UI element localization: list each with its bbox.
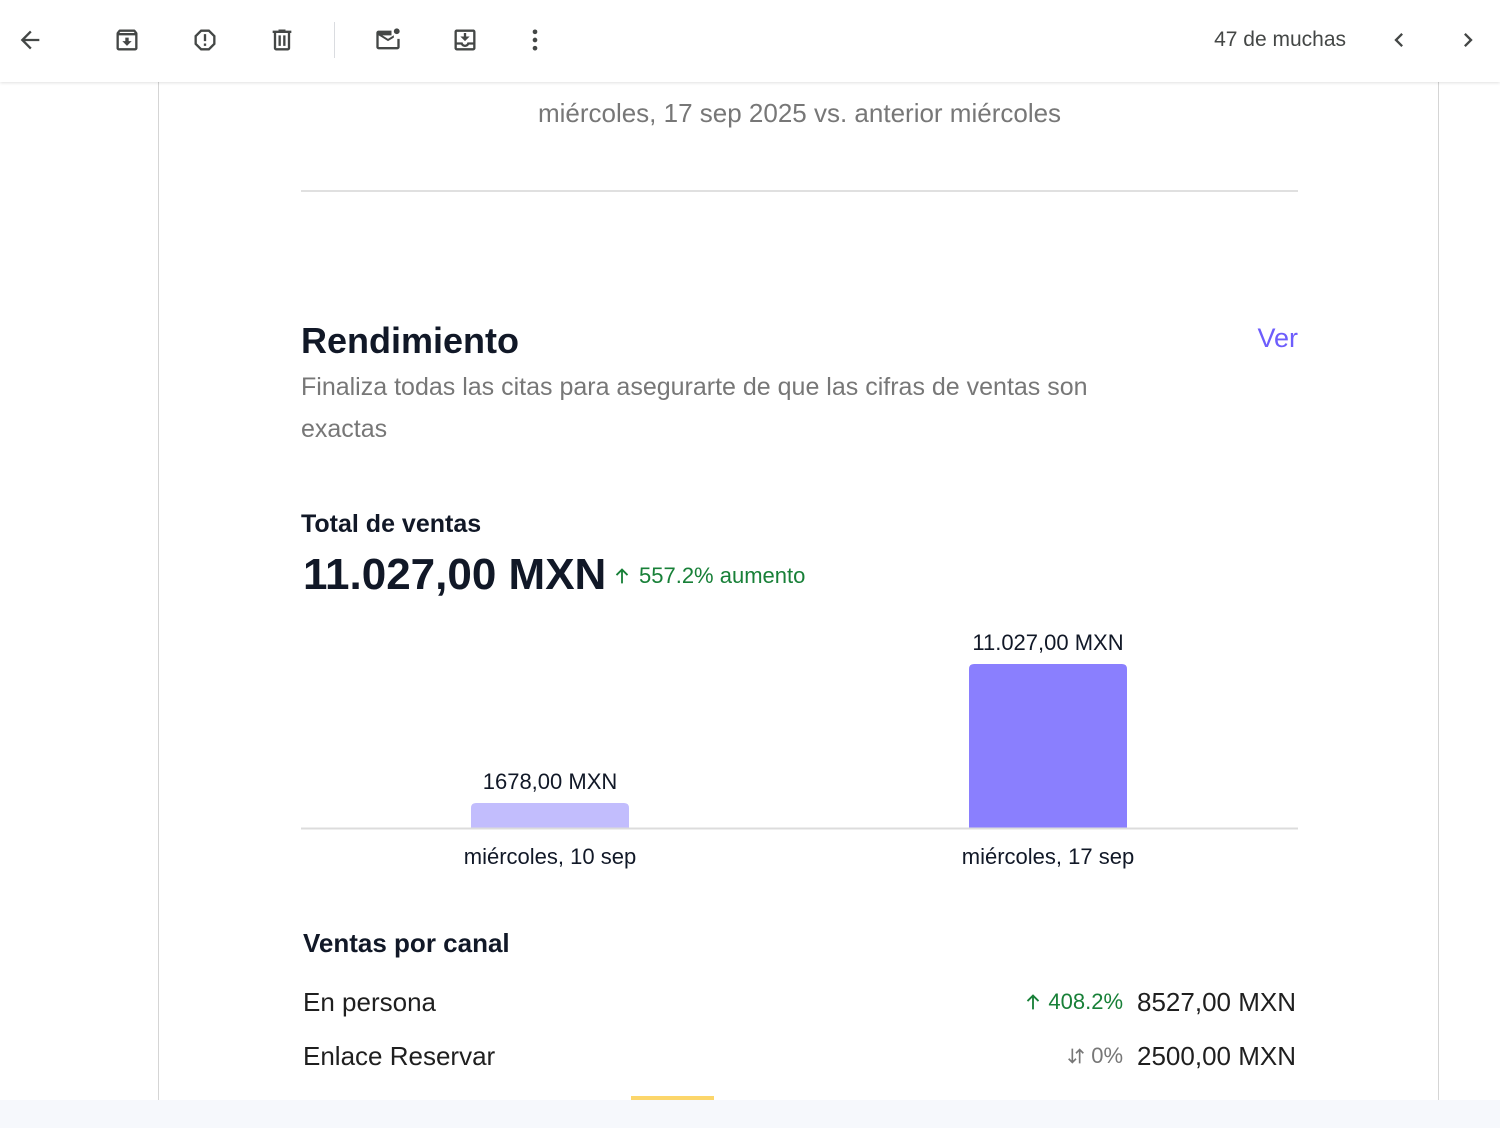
bar-data-label: 11.027,00 MXN: [972, 630, 1123, 655]
total-sales-label: Total de ventas: [301, 510, 482, 538]
bar-data-label: 1678,00 MXN: [483, 769, 618, 794]
report-spam-icon: [194, 29, 216, 51]
partial-color-bar: [631, 1096, 714, 1100]
total-sales-value: 11.027,00 MXN: [303, 550, 607, 599]
bottom-strip: [0, 1100, 1500, 1128]
email-body: miércoles, 17 sep 2025 vs. anterior miér…: [158, 82, 1439, 1100]
divider: [301, 190, 1298, 192]
performance-description: Finaliza todas las citas para asegurarte…: [301, 373, 1088, 443]
mark-unread-button[interactable]: [368, 20, 408, 60]
sales-bar-chart: 1678,00 MXN miércoles, 10 sep 11.027,00 MX…: [301, 612, 1298, 882]
chevron-left-icon: [1394, 33, 1403, 47]
older-button[interactable]: [1448, 20, 1488, 60]
toolbar-divider: [334, 22, 335, 58]
x-tick-label: miércoles, 17 sep: [962, 844, 1134, 869]
move-to-icon: [454, 29, 476, 51]
arrow-up-icon: [1027, 994, 1040, 1010]
chevron-right-icon: [1464, 33, 1473, 47]
chart-svg: 1678,00 MXN miércoles, 10 sep 11.027,00 MX…: [301, 630, 1298, 869]
arrow-up-icon: [615, 568, 629, 584]
channel-row: Enlace Reservar 0% 2500,00 MXN: [303, 1036, 1296, 1076]
report-spam-button[interactable]: [185, 20, 225, 60]
channel-change: 408.2%: [1022, 989, 1123, 1015]
arrow-back-icon: [20, 30, 40, 50]
mark-unread-icon: [376, 28, 400, 50]
email-toolbar: 47 de muchas: [0, 0, 1500, 82]
channels-title: Ventas por canal: [303, 928, 510, 958]
channel-change-text: 408.2%: [1048, 989, 1124, 1014]
channel-name: Enlace Reservar: [303, 1040, 496, 1071]
view-link[interactable]: Ver: [1257, 323, 1298, 353]
chart-bar: [471, 803, 629, 828]
channel-name: En persona: [303, 986, 436, 1017]
archive-icon: [116, 29, 138, 51]
archive-button[interactable]: [107, 20, 147, 60]
date-subtitle: miércoles, 17 sep 2025 vs. anterior miér…: [537, 98, 1062, 128]
back-button[interactable]: [10, 20, 50, 60]
channel-amount: 8527,00 MXN: [1137, 986, 1296, 1017]
channel-change: 0%: [1065, 1043, 1123, 1069]
performance-title: Rendimiento: [301, 320, 520, 361]
total-sales-change-text: 557.2% aumento: [639, 563, 806, 588]
more-vert-icon: [532, 29, 538, 51]
newer-button[interactable]: [1379, 20, 1419, 60]
swap-vert-icon: [1068, 1048, 1085, 1064]
channel-change-text: 0%: [1091, 1043, 1124, 1068]
move-to-button[interactable]: [445, 20, 485, 60]
more-options-button[interactable]: [515, 20, 555, 60]
delete-icon: [272, 29, 292, 51]
channel-amount: 2500,00 MXN: [1137, 1040, 1296, 1071]
total-sales-change: 557.2% aumento: [611, 563, 805, 589]
channel-row: En persona 408.2% 8527,00 MXN: [303, 982, 1296, 1022]
x-tick-label: miércoles, 10 sep: [464, 844, 636, 869]
delete-button[interactable]: [262, 20, 302, 60]
chart-bar: [969, 664, 1127, 828]
pager-count: 47 de muchas: [1214, 28, 1346, 51]
